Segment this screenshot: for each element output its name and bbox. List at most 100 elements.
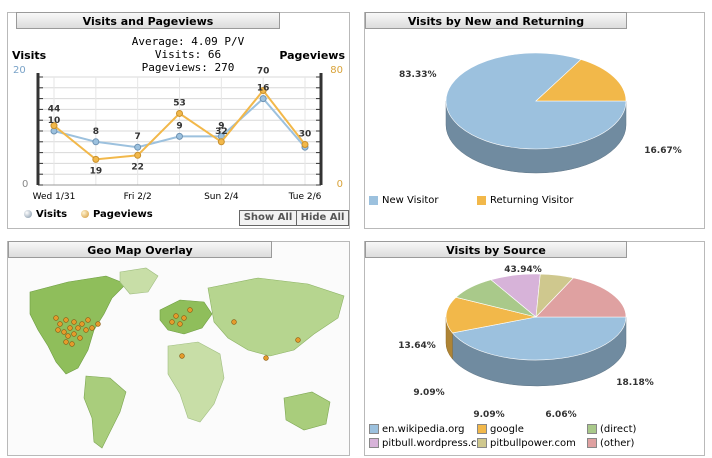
- visits-pageviews-title: Visits and Pageviews: [16, 12, 280, 29]
- legend-pitbull-wordpress[interactable]: pitbull.wordpress.c: [369, 438, 477, 449]
- pageviews-point: [92, 155, 100, 163]
- pageviews-point: [217, 138, 225, 146]
- map-visit-dot: [57, 321, 63, 327]
- map-visit-dot: [75, 325, 81, 331]
- new-returning-pie: 83.33% 16.67%: [399, 52, 682, 174]
- visits-data-label: 9: [176, 121, 182, 131]
- map-region-africa: [167, 341, 225, 423]
- pageviews-data-label: 32: [215, 127, 228, 137]
- visits-point: [259, 95, 267, 103]
- map-visit-dot: [61, 329, 67, 335]
- map-visit-dot: [83, 327, 89, 333]
- map-visit-dot: [65, 333, 71, 339]
- visits-source-pie: 43.94% 13.64% 9.09% 9.09% 6.06% 18.18%: [398, 265, 654, 420]
- map-region-south-america: [83, 375, 127, 449]
- pageviews-data-label: 22: [131, 162, 144, 172]
- pie-label: 16.67%: [644, 146, 682, 156]
- hide-all-button[interactable]: Hide All: [296, 210, 349, 226]
- pie-label: 9.09%: [473, 410, 504, 420]
- visits-pageviews-panel: Visits and Pageviews Average: 4.09 P/V V…: [7, 12, 350, 229]
- map-visit-dot: [169, 319, 175, 325]
- returning-visitor-swatch: [477, 195, 486, 205]
- legend-pageviews[interactable]: Pageviews: [81, 209, 153, 220]
- pageviews-point: [301, 141, 309, 148]
- pageviews-point: [50, 122, 58, 130]
- map-visit-dot: [89, 325, 95, 331]
- pie-slice-google: [445, 296, 537, 334]
- visits-pageviews-chart: Wed 1/31 Fri 2/2 Sun 2/4 Tue 2/6 10 8 7 9 9 16 44 1…: [33, 67, 323, 202]
- map-visit-dot: [53, 315, 59, 321]
- map-visit-dot: [181, 315, 187, 321]
- summary-average: Average: 4.09 P/V: [131, 35, 245, 48]
- pie-slice-en.wikipedia.org: [451, 316, 627, 361]
- left-axis-title: Visits: [12, 49, 47, 62]
- left-axis-min: 0: [22, 179, 29, 190]
- right-axis-max: 80: [330, 65, 343, 76]
- visits-data-label: 9: [218, 121, 224, 131]
- map-visit-dot: [77, 335, 83, 341]
- map-visit-dot: [187, 307, 193, 313]
- visits-data-label: 10: [48, 116, 61, 126]
- summary-visits: Visits: 66: [154, 48, 222, 61]
- pie-slice-Returning Visitor: [535, 59, 627, 102]
- left-axis-max: 20: [13, 65, 26, 76]
- geo-map-title: Geo Map Overlay: [8, 241, 272, 258]
- legend-google[interactable]: google: [477, 424, 524, 435]
- summary-pageviews: Pageviews: 270: [141, 61, 235, 74]
- x-tick-label: Sun 2/4: [204, 192, 239, 202]
- legend-direct[interactable]: (direct): [587, 424, 636, 435]
- geo-map-panel: Geo Map Overlay: [7, 241, 350, 456]
- x-tick-label: Fri 2/2: [124, 192, 152, 202]
- map-visit-dot: [95, 321, 101, 327]
- legend-en-wikipedia[interactable]: en.wikipedia.org: [369, 424, 465, 435]
- world-map[interactable]: [8, 258, 351, 458]
- x-tick-label: Wed 1/31: [33, 192, 76, 202]
- map-visit-dot: [55, 327, 61, 333]
- visits-point: [134, 143, 142, 151]
- map-visit-dot: [71, 319, 77, 325]
- legend-returning-visitor[interactable]: Returning Visitor: [477, 195, 573, 206]
- map-visit-dot: [177, 321, 183, 327]
- map-visit-dot: [263, 355, 269, 361]
- pageviews-point: [259, 87, 267, 94]
- map-visit-dot: [67, 325, 73, 331]
- pageviews-data-label: 44: [48, 105, 61, 115]
- pie-label: 18.18%: [616, 378, 654, 388]
- visits-data-label: 16: [257, 84, 270, 94]
- map-visit-dot: [63, 317, 69, 323]
- visits-data-label: 8: [93, 127, 99, 137]
- pie-label: 9.09%: [413, 388, 444, 398]
- legend-pitbullpower[interactable]: pitbullpower.com: [477, 438, 576, 449]
- map-visit-dot: [63, 339, 69, 345]
- pageviews-dot-icon: [81, 210, 89, 218]
- visits-data-label: 7: [135, 132, 141, 142]
- visits-dot-icon: [24, 210, 32, 218]
- legend-other[interactable]: (other): [587, 438, 634, 449]
- pageviews-point: [134, 151, 142, 159]
- map-visit-dot: [71, 331, 77, 337]
- new-returning-panel: Visits by New and Returning 83.33% 16.67%…: [364, 12, 705, 229]
- pie-slice-(other): [535, 277, 627, 318]
- x-tick-label: Tue 2/6: [288, 192, 322, 202]
- map-visit-dot: [295, 337, 301, 343]
- pageviews-data-label: 70: [257, 67, 270, 77]
- visits-source-panel: Visits by Source 43.94% 13.64% 9.09% 9.09% 6…: [364, 241, 705, 456]
- new-returning-title: Visits by New and Returning: [365, 12, 627, 29]
- map-visit-dot: [179, 353, 185, 359]
- pageviews-data-label: 53: [173, 98, 186, 108]
- show-all-button[interactable]: Show All: [239, 210, 297, 226]
- pie-label: 43.94%: [504, 265, 542, 275]
- map-visit-dot: [79, 321, 85, 327]
- map-region-asia: [207, 277, 345, 357]
- map-region-australia: [283, 391, 331, 431]
- visits-source-title: Visits by Source: [365, 241, 627, 258]
- map-visit-dot: [69, 341, 75, 347]
- pie-label: 6.06%: [545, 410, 576, 420]
- legend-new-visitor[interactable]: New Visitor: [369, 195, 439, 206]
- pageviews-data-label: 30: [299, 130, 312, 140]
- pie-label: 13.64%: [398, 341, 436, 351]
- pie-label: 83.33%: [399, 70, 437, 80]
- right-axis-min: 0: [336, 179, 343, 190]
- legend-visits[interactable]: Visits: [24, 209, 67, 220]
- visits-point: [92, 138, 100, 146]
